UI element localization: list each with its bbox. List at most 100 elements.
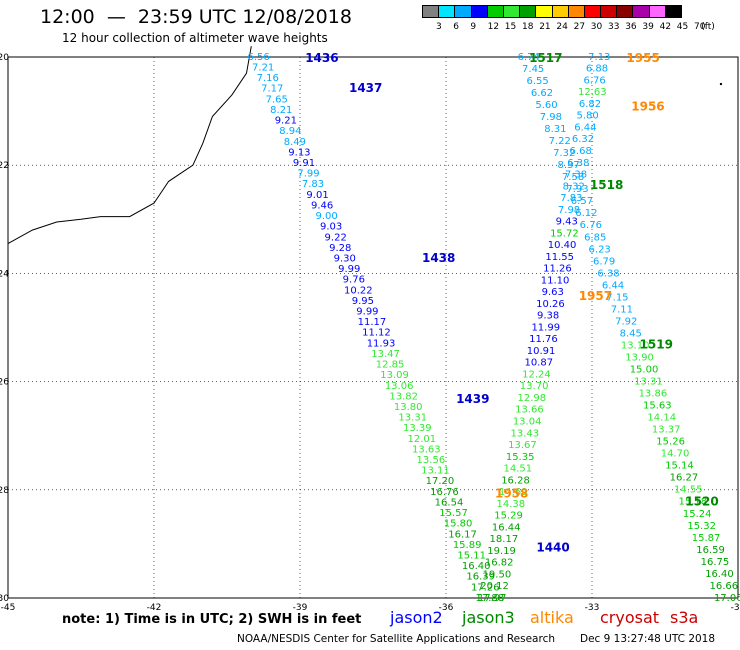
wave-height-value: 7.13 xyxy=(588,52,610,63)
wave-height-value: 11.12 xyxy=(362,328,391,339)
x-tick-label: -36 xyxy=(439,603,454,613)
wave-height-value: 15.18 xyxy=(678,497,707,508)
legend-swatch xyxy=(664,5,682,18)
wave-height-value: 5.80 xyxy=(577,111,599,122)
pass-time-label: 1519 xyxy=(640,338,673,352)
wave-height-value: 17.97 xyxy=(478,593,507,604)
wave-height-value: 8.31 xyxy=(544,124,566,135)
wave-height-value: 13.43 xyxy=(510,428,539,439)
wave-height-value: 17.88 xyxy=(475,593,504,604)
y-tick-label: -30 xyxy=(0,594,9,604)
wave-height-value: 13.31 xyxy=(398,413,427,424)
wave-height-value: 15.87 xyxy=(692,533,721,544)
wave-height-value: 6.38 xyxy=(567,158,589,169)
color-legend-labels: 3 6 9 12 15 18 21 24 27 30 33 36 39 42 45 70 (ft) xyxy=(422,22,740,34)
wave-height-value: 15.63 xyxy=(643,401,672,412)
wave-height-value: 9.76 xyxy=(343,275,365,286)
wave-height-value: 7.45 xyxy=(522,64,544,75)
wave-height-value: 13.47 xyxy=(371,349,400,360)
jason2-label: jason2 xyxy=(390,608,443,627)
wave-height-value: 7.21 xyxy=(252,63,274,74)
x-tick-label: -45 xyxy=(1,603,16,613)
legend-tick: 24 xyxy=(556,22,568,32)
wave-height-value: 8.21 xyxy=(270,105,292,116)
wave-height-value: 6.44 xyxy=(574,122,596,133)
legend-tick: 39 xyxy=(642,22,654,32)
y-tick-label: -28 xyxy=(0,486,9,496)
legend-tick: 18 xyxy=(522,22,534,32)
pass-time-label: 1957 xyxy=(579,289,612,303)
pass-time-label: 1956 xyxy=(631,100,664,114)
wave-height-value: 13.63 xyxy=(412,444,441,455)
island-dot xyxy=(719,82,723,86)
wave-height-value: 6.38 xyxy=(597,268,619,279)
wave-height-value: 15.57 xyxy=(439,508,468,519)
wave-height-value: 6.79 xyxy=(593,256,615,267)
legend-tick: 42 xyxy=(659,22,672,32)
wave-height-value: 16.66 xyxy=(710,581,739,592)
wave-height-value: 16.82 xyxy=(485,558,514,569)
wave-height-value: 9.63 xyxy=(542,287,564,298)
y-tick-label: -22 xyxy=(0,161,9,171)
wave-height-value: 7.58 xyxy=(562,172,584,183)
wave-height-value: 7.99 xyxy=(297,169,319,180)
legend-tick: 15 xyxy=(504,22,517,32)
altika-label: altika xyxy=(530,608,574,627)
wave-height-value: 16.27 xyxy=(670,473,699,484)
wave-height-value: 15.26 xyxy=(656,437,685,448)
wave-height-value: 13.39 xyxy=(403,423,432,434)
pass-time-label: 1958 xyxy=(495,487,528,501)
wave-height-value: 6.68 xyxy=(570,146,592,157)
wave-height-value: 7.38 xyxy=(565,170,587,181)
legend-tick: 70 xyxy=(694,22,706,32)
y-tick-label: -20 xyxy=(0,53,9,63)
wave-height-value: 15.11 xyxy=(457,550,486,561)
wave-height-value: 9.38 xyxy=(537,311,559,322)
wave-height-value: 6.85 xyxy=(584,232,606,243)
wave-height-value: 15.80 xyxy=(444,519,473,530)
wave-height-value: 7.98 xyxy=(558,205,580,216)
wave-height-value: 7.65 xyxy=(266,94,288,105)
y-tick-label: -24 xyxy=(0,269,9,279)
wave-height-value: 14.70 xyxy=(661,449,690,460)
wave-height-value: 16.40 xyxy=(462,561,491,572)
wave-height-value: 8.37 xyxy=(558,160,580,171)
wave-height-value: 7.83 xyxy=(302,179,324,190)
pass-time-label: 1520 xyxy=(685,495,718,509)
pass-time-label: 1437 xyxy=(349,81,382,95)
wave-height-value: 15.24 xyxy=(683,509,712,520)
wave-height-value: 9.01 xyxy=(306,190,328,201)
x-tick-label: -30 xyxy=(731,603,740,613)
wave-height-value: 9.21 xyxy=(275,116,297,127)
wave-height-value: 17.06 xyxy=(714,593,740,604)
wave-height-value: 16.44 xyxy=(492,522,521,533)
wave-height-value: 9.99 xyxy=(356,307,378,318)
pass-time-label: 1440 xyxy=(536,541,569,555)
legend-tick: 30 xyxy=(590,22,603,32)
wave-height-value: 6.57 xyxy=(571,196,593,207)
wave-height-value: 9.22 xyxy=(325,232,347,243)
wave-height-value: 6.55 xyxy=(526,76,548,87)
wave-height-value: 9.30 xyxy=(334,253,356,264)
wave-height-value: 9.46 xyxy=(311,200,333,211)
wave-height-value: 7.98 xyxy=(540,112,562,123)
pass-time-label: 1438 xyxy=(422,251,455,265)
wave-height-value: 14.38 xyxy=(497,499,526,510)
wave-height-value: 6.44 xyxy=(602,280,624,291)
legend-tick: 27 xyxy=(573,22,586,32)
x-tick-label: -42 xyxy=(147,603,162,613)
wave-height-value: 16.76 xyxy=(430,487,459,498)
wave-height-value: 6.76 xyxy=(580,220,602,231)
wave-height-value: 13.82 xyxy=(389,391,418,402)
color-legend xyxy=(422,5,682,18)
wave-height-value: 6.12 xyxy=(575,208,597,219)
wave-height-value: 12.01 xyxy=(407,434,436,445)
legend-tick: 36 xyxy=(625,22,637,32)
wave-height-value: 13.56 xyxy=(417,455,446,466)
wave-height-value: 7.92 xyxy=(615,316,637,327)
wave-height-value: 14.69 xyxy=(499,487,528,498)
wave-height-value: 7.16 xyxy=(257,73,279,84)
wave-height-value: 12.98 xyxy=(517,393,546,404)
wave-height-value: 15.00 xyxy=(630,364,659,375)
